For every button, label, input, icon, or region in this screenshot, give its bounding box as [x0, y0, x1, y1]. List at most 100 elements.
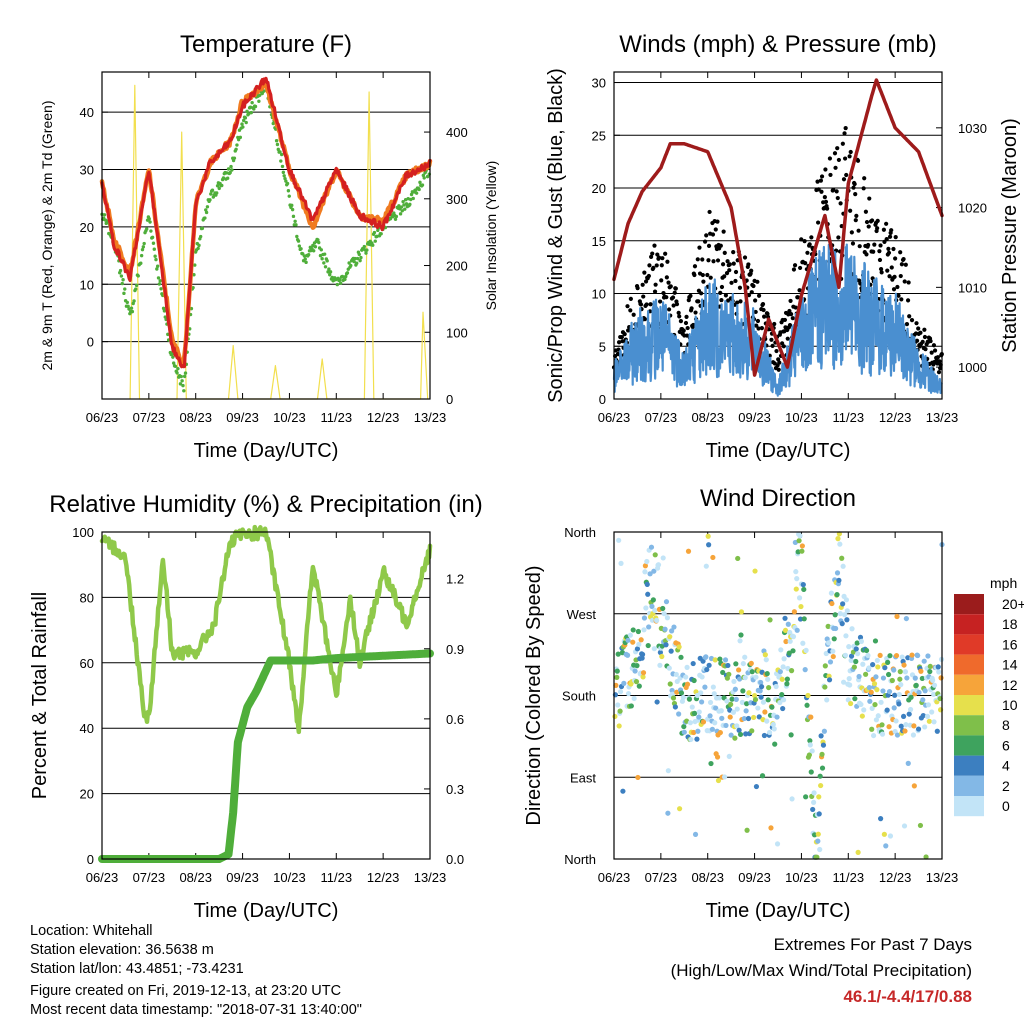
direction-point	[640, 674, 646, 680]
gust-point	[928, 338, 933, 344]
direction-point	[635, 628, 641, 635]
dewpoint-point	[156, 276, 161, 280]
dewpoint-point	[297, 244, 302, 248]
gust-point	[842, 131, 847, 136]
direction-point	[720, 669, 726, 676]
wind-speed-line	[612, 243, 943, 397]
direction-point	[728, 701, 734, 707]
dewpoint-point	[303, 257, 307, 261]
gust-point	[718, 290, 723, 295]
direction-point	[652, 607, 658, 613]
gust-point	[749, 268, 754, 273]
direction-point	[774, 841, 781, 847]
y-tick-label: 0	[87, 335, 94, 350]
dewpoint-point	[400, 209, 404, 213]
direction-point	[896, 701, 902, 707]
direction-point	[696, 709, 702, 715]
direction-point	[714, 754, 721, 760]
direction-point	[791, 609, 798, 615]
gust-point	[753, 309, 758, 315]
gust-point	[792, 263, 798, 268]
direction-point	[672, 704, 678, 710]
direction-point	[639, 651, 646, 658]
direction-point	[925, 702, 932, 708]
dewpoint-point	[338, 278, 342, 282]
dewpoint-point	[155, 264, 160, 268]
direction-point	[709, 726, 716, 732]
gust-point	[909, 318, 915, 323]
gust-point	[901, 256, 906, 262]
dewpoint-point	[344, 274, 348, 279]
direction-point	[837, 611, 843, 617]
direction-point	[853, 646, 859, 652]
direction-point	[908, 694, 914, 700]
direction-point	[761, 732, 768, 739]
y2-tick-label: 1000	[958, 360, 987, 375]
direction-point	[796, 538, 802, 544]
gust-point	[819, 174, 825, 179]
gust-point	[755, 279, 760, 284]
direction-point	[730, 709, 737, 715]
direction-point	[805, 692, 811, 699]
dewpoint-point	[129, 306, 134, 310]
direction-point	[684, 681, 691, 687]
direction-point	[651, 568, 657, 574]
solar-insolation-line	[129, 84, 429, 400]
gust-point	[904, 322, 910, 327]
gust-point	[756, 326, 761, 331]
dewpoint-point	[418, 180, 422, 185]
dewpoint-point	[139, 253, 144, 258]
x-tick-label: 10/23	[273, 410, 306, 425]
dewpoint-point	[193, 263, 197, 267]
dewpoint-point	[140, 247, 145, 252]
direction-point	[789, 796, 795, 802]
direction-point	[878, 816, 884, 822]
legend-swatch	[954, 796, 984, 817]
direction-point	[706, 662, 712, 668]
direction-point	[910, 732, 917, 738]
gust-point	[671, 303, 676, 308]
direction-point	[793, 569, 799, 575]
location-text: Location: Whitehall	[30, 923, 153, 939]
direction-point	[846, 676, 852, 682]
direction-point	[748, 660, 754, 666]
gust-point	[670, 295, 676, 300]
dewpoint-point	[323, 265, 328, 269]
y2-tick-label: 0.9	[446, 642, 464, 657]
gust-point	[790, 316, 795, 321]
dewpoint-point	[355, 261, 359, 265]
dewpoint-point	[228, 170, 232, 175]
direction-point	[879, 722, 885, 728]
gust-point	[659, 278, 664, 283]
gust-point	[853, 192, 858, 197]
direction-point	[710, 684, 716, 690]
gust-point	[653, 282, 658, 287]
direction-point	[848, 700, 854, 707]
y-tick-label: 80	[80, 590, 94, 605]
dewpoint-point	[402, 203, 406, 207]
direction-point	[766, 729, 773, 736]
direction-point	[786, 650, 792, 656]
direction-point	[866, 685, 872, 691]
dewpoint-point	[243, 116, 248, 120]
x-tick-label: 07/23	[645, 410, 678, 425]
direction-point	[891, 667, 897, 673]
direction-point	[819, 751, 825, 757]
direction-point	[707, 699, 714, 706]
dewpoint-point	[123, 287, 127, 291]
dewpoint-point	[317, 240, 321, 245]
direction-point	[830, 653, 836, 660]
dewpoint-point	[121, 278, 125, 282]
direction-point	[912, 675, 918, 681]
gust-point	[819, 189, 824, 194]
latlon-text: Station lat/lon: 43.4851; -73.4231	[30, 961, 244, 977]
direction-point	[635, 774, 641, 781]
direction-point	[685, 548, 692, 554]
dewpoint-point	[250, 100, 254, 105]
gust-point	[807, 242, 812, 247]
dewpoint-point	[196, 246, 200, 251]
y2-tick-label: 0.6	[446, 712, 464, 727]
dewpoint-point	[425, 174, 430, 179]
direction-point	[713, 705, 719, 711]
dewpoint-point	[198, 234, 203, 239]
